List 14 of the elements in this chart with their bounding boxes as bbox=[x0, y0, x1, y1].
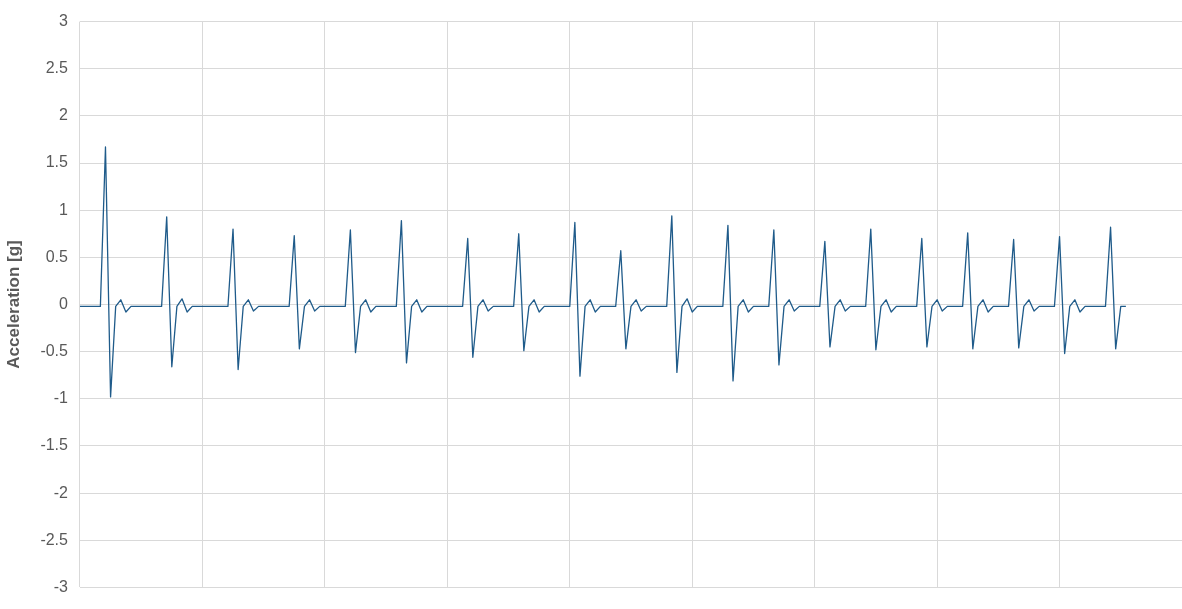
y-tick-label: -1 bbox=[53, 389, 69, 407]
y-tick-label: -2.5 bbox=[40, 530, 69, 548]
y-tick-label: 1 bbox=[59, 200, 69, 218]
y-tick-label: 0.5 bbox=[45, 247, 69, 265]
y-tick-label: 0 bbox=[59, 294, 69, 312]
y-tick-label: 2.5 bbox=[45, 59, 69, 77]
y-axis-title: Acceleration [g] bbox=[3, 240, 23, 369]
y-tick-label: 3 bbox=[59, 12, 69, 30]
y-tick-label: -0.5 bbox=[40, 342, 69, 360]
y-tick-label: -3 bbox=[53, 577, 69, 595]
y-tick-label: -1.5 bbox=[40, 436, 69, 454]
y-tick-label: 1.5 bbox=[45, 153, 69, 171]
y-tick-label: -2 bbox=[53, 483, 69, 501]
y-tick-label: 2 bbox=[59, 106, 69, 124]
